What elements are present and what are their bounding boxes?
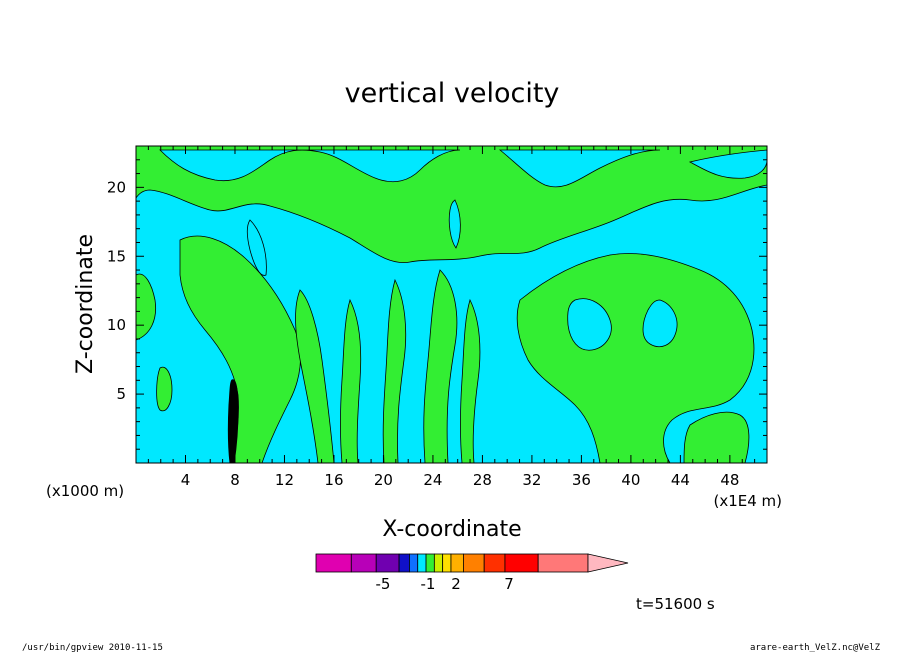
contour-region xyxy=(179,235,301,463)
x-tick-label: 4 xyxy=(181,471,191,489)
colorbar-segment xyxy=(442,553,452,573)
contour-region xyxy=(498,149,661,188)
plot-frame xyxy=(135,145,768,464)
colorbar-tick-label: 7 xyxy=(504,575,514,593)
contour-region xyxy=(159,149,461,183)
y-axis-ticks: 5 10 15 20 xyxy=(107,145,767,450)
contour-region xyxy=(683,411,750,463)
colorbar-segment xyxy=(315,553,352,573)
contour-region xyxy=(382,278,407,463)
contour-region xyxy=(295,289,335,463)
colorbar-segment xyxy=(350,553,377,573)
y-tick-label: 15 xyxy=(107,247,126,265)
colorbar-segment xyxy=(433,553,444,573)
contour-region xyxy=(567,298,612,351)
colorbar-segment xyxy=(537,553,589,573)
contour-region xyxy=(136,273,157,341)
x-tick-label: 48 xyxy=(720,471,739,489)
contour-region xyxy=(460,298,481,463)
colorbar-tick-label: -5 xyxy=(376,575,391,593)
colorbar-segment xyxy=(425,553,435,573)
time-label: t=51600 s xyxy=(636,595,715,613)
contour-region xyxy=(688,149,767,179)
footer-right: arare-earth_VelZ.nc@VelZ xyxy=(750,643,881,653)
colorbar: -5 -1 2 7 xyxy=(315,553,629,593)
colorbar-segment xyxy=(417,553,427,573)
chart-title: vertical velocity xyxy=(345,78,560,109)
colorbar-segment xyxy=(398,553,410,573)
x-tick-label: 24 xyxy=(423,471,442,489)
y-tick-label: 5 xyxy=(116,385,126,403)
footer-left: /usr/bin/gpview 2010-11-15 xyxy=(22,643,163,653)
contour-region xyxy=(156,366,173,412)
x-tick-label: 28 xyxy=(473,471,492,489)
contour-region xyxy=(246,219,267,276)
colorbar-tick-label: 2 xyxy=(451,575,461,593)
colorbar-segment xyxy=(375,553,400,573)
x-tick-label: 12 xyxy=(275,471,294,489)
colorbar-tick-label: -1 xyxy=(421,575,436,593)
x-tick-label: 16 xyxy=(324,471,343,489)
colorbar-segment xyxy=(463,553,485,573)
contour-region xyxy=(423,269,458,463)
y-tick-label: 10 xyxy=(107,316,126,334)
x-tick-label: 20 xyxy=(374,471,393,489)
colorbar-segment xyxy=(504,553,539,573)
x-tick-label: 40 xyxy=(621,471,640,489)
x-tick-label: 32 xyxy=(522,471,541,489)
x-unit-label: (x1000 m) xyxy=(46,482,124,500)
x-axis-ticks: 4 8 12 16 20 24 28 32 36 40 44 48 xyxy=(147,146,756,489)
contour-region xyxy=(448,199,461,249)
x-tick-label: 44 xyxy=(671,471,690,489)
contour-region xyxy=(642,299,678,348)
field-contours xyxy=(136,146,767,463)
contour-region xyxy=(227,379,239,463)
x-tick-label: 36 xyxy=(572,471,591,489)
x-tick-label: 8 xyxy=(230,471,240,489)
x-multiplier-label: (x1E4 m) xyxy=(713,492,782,510)
x-axis-title: X-coordinate xyxy=(382,517,521,542)
contour-region xyxy=(340,298,362,463)
colorbar-segment xyxy=(483,553,506,573)
y-axis-title: Z-coordinate xyxy=(73,234,98,374)
y-tick-label: 20 xyxy=(107,178,126,196)
colorbar-segment xyxy=(409,553,419,573)
colorbar-segment xyxy=(450,553,464,573)
colorbar-extend-arrow xyxy=(587,553,629,573)
